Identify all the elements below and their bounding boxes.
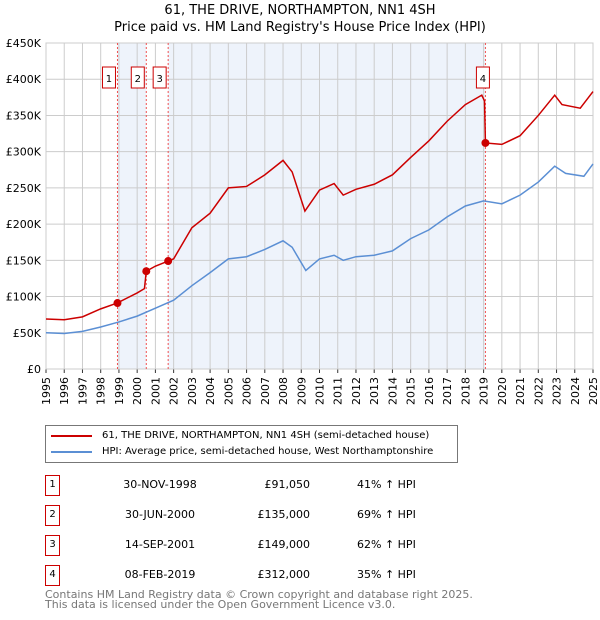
- hpi-diff: 35% ↑ HPI: [357, 568, 416, 581]
- table-row: 3 14-SEP-2001 £149,000 62% ↑ HPI: [45, 535, 445, 556]
- shaded-period: [117, 43, 147, 369]
- plot-border: [45, 42, 594, 370]
- series-line: [45, 163, 594, 335]
- y-tick-label: £400K: [6, 73, 42, 86]
- x-tick-label: 2014: [386, 377, 399, 405]
- x-tick-label: 2023: [551, 377, 564, 405]
- x-tick-label: 1997: [76, 377, 89, 405]
- footer-line-2: This data is licensed under the Open Gov…: [45, 598, 396, 611]
- x-tick-label: 2021: [514, 377, 527, 405]
- sale-date: 30-JUN-2000: [124, 508, 196, 521]
- legend-label-property: 61, THE DRIVE, NORTHAMPTON, NN1 4SH (sem…: [102, 430, 430, 441]
- x-tick-label: 2003: [186, 377, 199, 405]
- legend: 61, THE DRIVE, NORTHAMPTON, NN1 4SH (sem…: [45, 425, 458, 463]
- x-tick-label: 1995: [40, 377, 53, 405]
- y-tick-label: £50K: [13, 327, 42, 340]
- x-tick-label: 1999: [113, 377, 126, 405]
- y-tick-label: £200K: [6, 218, 42, 231]
- x-tick-label: 2005: [222, 377, 235, 405]
- y-tick-label: £350K: [6, 109, 42, 122]
- x-tick-label: 2015: [405, 377, 418, 405]
- series-line: [45, 91, 594, 321]
- y-tick-label: £450K: [6, 37, 42, 50]
- x-tick-label: 1996: [58, 377, 71, 405]
- chart-subtitle: Price paid vs. HM Land Registry's House …: [114, 20, 486, 35]
- row-badge: 2: [45, 505, 60, 526]
- sale-point: [481, 138, 490, 147]
- table-row: 4 08-FEB-2019 £312,000 35% ↑ HPI: [45, 565, 445, 586]
- legend-swatch-hpi: [51, 450, 92, 453]
- sale-label: 2: [135, 74, 141, 85]
- x-tick-label: 2012: [350, 377, 363, 405]
- y-tick-label: £150K: [6, 254, 42, 267]
- x-tick-label: 2001: [149, 377, 162, 405]
- sale-label-box: [101, 66, 116, 89]
- x-tick-label: 2004: [204, 377, 217, 405]
- x-tick-label: 2013: [368, 377, 381, 405]
- sale-point: [164, 257, 173, 266]
- sale-date: 08-FEB-2019: [124, 568, 196, 581]
- chart-title: 61, THE DRIVE, NORTHAMPTON, NN1 4SH: [164, 3, 436, 18]
- sale-label-box: [475, 66, 490, 89]
- x-tick-label: 2007: [259, 377, 272, 405]
- sale-date: 30-NOV-1998: [123, 478, 197, 491]
- hpi-diff: 69% ↑ HPI: [357, 508, 416, 521]
- table-row: 2 30-JUN-2000 £135,000 69% ↑ HPI: [45, 505, 445, 526]
- plot-area: 1995 1996 1997 1998 1999 2000 2001 2002 2003 2004…: [6, 37, 600, 405]
- x-tick-label: 1998: [95, 377, 108, 405]
- y-tick-label: £300K: [6, 146, 42, 159]
- x-tick-label: 2009: [295, 377, 308, 405]
- x-tick-label: 2010: [314, 377, 327, 405]
- x-tick-label: 2024: [569, 377, 582, 405]
- footer-line-1: Contains HM Land Registry data © Crown c…: [45, 588, 473, 601]
- x-tick-label: 2018: [459, 377, 472, 405]
- table-row: 1 30-NOV-1998 £91,050 41% ↑ HPI: [45, 475, 445, 496]
- sale-price: £149,000: [257, 538, 311, 551]
- x-tick-label: 2022: [532, 377, 545, 405]
- sale-label-box: [130, 66, 145, 89]
- y-tick-label: £100K: [6, 291, 42, 304]
- sale-label-box: [152, 66, 167, 89]
- sale-price: £312,000: [257, 568, 311, 581]
- x-tick-label: 2006: [241, 377, 254, 405]
- hpi-diff: 62% ↑ HPI: [357, 538, 416, 551]
- shaded-period: [168, 43, 486, 369]
- legend-label-hpi: HPI: Average price, semi-detached house,…: [102, 446, 434, 457]
- x-tick-label: 2011: [332, 377, 345, 405]
- y-tick-label: £0: [27, 363, 41, 376]
- x-tick-label: 2008: [277, 377, 290, 405]
- y-tick-label: £250K: [6, 182, 42, 195]
- sale-point: [113, 299, 122, 308]
- x-tick-label: 2020: [496, 377, 509, 405]
- x-tick-label: 2025: [587, 377, 600, 405]
- sale-label: 1: [106, 74, 112, 85]
- row-badge: 3: [45, 535, 60, 556]
- x-tick-label: 2000: [131, 377, 144, 405]
- x-tick-label: 2002: [168, 377, 181, 405]
- x-tick-label: 2019: [478, 377, 491, 405]
- sale-date: 14-SEP-2001: [124, 538, 196, 551]
- sale-price: £135,000: [257, 508, 311, 521]
- hpi-diff: 41% ↑ HPI: [357, 478, 416, 491]
- footer: Contains HM Land Registry data © Crown c…: [45, 588, 473, 611]
- row-badge: 1: [45, 475, 60, 496]
- legend-swatch-property: [51, 434, 92, 437]
- sale-price: £91,050: [264, 478, 311, 491]
- sale-label: 3: [156, 74, 162, 85]
- x-tick-label: 2016: [423, 377, 436, 405]
- x-tick-label: 2017: [441, 377, 454, 405]
- sale-label: 4: [480, 74, 486, 85]
- row-badge: 4: [45, 565, 60, 586]
- sale-point: [142, 267, 151, 276]
